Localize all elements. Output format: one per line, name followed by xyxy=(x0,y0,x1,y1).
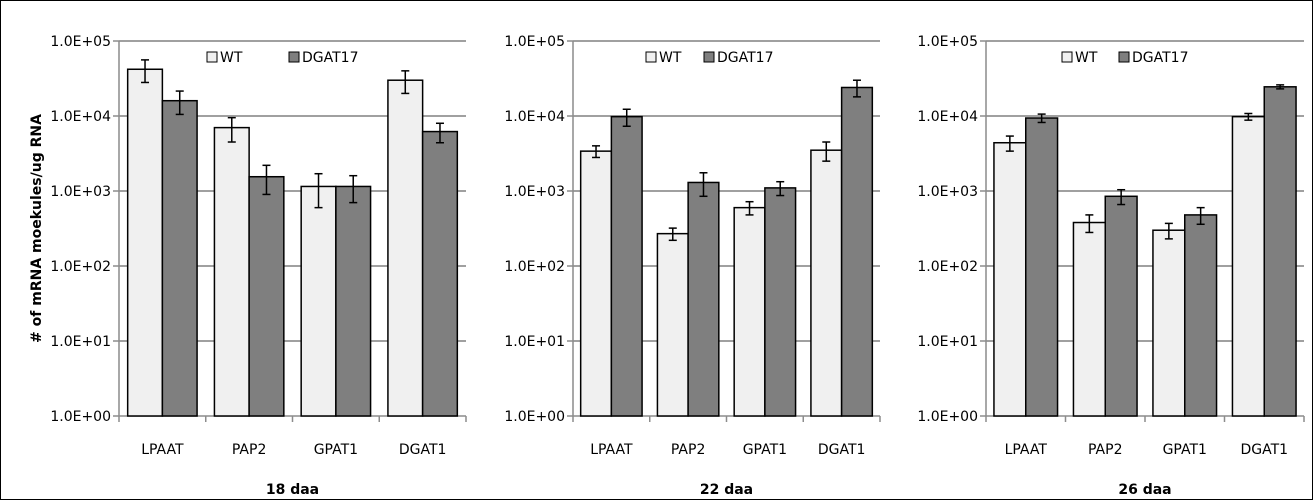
bar-wt-gpat1 xyxy=(300,185,337,417)
x-category-label: LPAAT xyxy=(1005,442,1048,458)
y-tick-label: 1.0E+01 xyxy=(50,334,111,350)
legend-label-wt: WT xyxy=(659,50,682,66)
x-category-label: GPAT1 xyxy=(314,442,358,458)
y-tick-label: 1.0E+01 xyxy=(917,334,978,350)
legend-label-dgat17: DGAT17 xyxy=(1132,50,1189,66)
bar-wt-lpaat xyxy=(126,68,164,417)
bar-dgat17-dgat1 xyxy=(421,130,459,417)
y-tick-label: 1.0E+03 xyxy=(917,184,978,200)
bar-dgat17-lpaat xyxy=(161,99,198,417)
bar-dgat17-pap2 xyxy=(248,175,285,417)
y-tick-label: 1.0E+05 xyxy=(917,34,978,50)
bar-wt-pap2 xyxy=(1072,221,1106,417)
bar-wt-dgat1 xyxy=(810,149,843,417)
bar-dgat17-pap2 xyxy=(687,181,720,417)
legend-label-dgat17: DGAT17 xyxy=(717,50,774,66)
y-tick-label: 1.0E+04 xyxy=(50,109,111,125)
y-tick-label: 1.0E+03 xyxy=(50,184,111,200)
bar-dgat17-lpaat xyxy=(610,115,643,417)
legend-label-wt: WT xyxy=(1075,50,1098,66)
y-tick-label: 1.0E+01 xyxy=(504,334,565,350)
bar-wt-lpaat xyxy=(579,150,613,417)
x-category-label: DGAT1 xyxy=(818,442,866,458)
y-tick-label: 1.0E+05 xyxy=(50,34,111,50)
legend-label-wt: WT xyxy=(220,50,243,66)
bar-wt-dgat1 xyxy=(1231,115,1265,417)
y-tick-label: 1.0E+00 xyxy=(917,409,978,425)
x-category-label: GPAT1 xyxy=(743,442,787,458)
y-tick-label: 1.0E+02 xyxy=(917,259,978,275)
panel-title: 26 daa xyxy=(1118,482,1171,498)
x-category-label: PAP2 xyxy=(232,442,266,458)
x-category-label: DGAT1 xyxy=(1240,442,1288,458)
y-tick-label: 1.0E+00 xyxy=(504,409,565,425)
bar-wt-dgat1 xyxy=(387,79,424,417)
y-tick-label: 1.0E+02 xyxy=(504,259,565,275)
panel-title: 18 daa xyxy=(266,482,319,498)
bar-dgat17-gpat1 xyxy=(335,185,372,417)
bar-wt-gpat1 xyxy=(1152,229,1186,417)
bar-dgat17-lpaat xyxy=(1025,117,1059,417)
bar-dgat17-gpat1 xyxy=(1184,214,1218,417)
legend-swatch-wt xyxy=(645,51,657,63)
x-category-label: PAP2 xyxy=(1088,442,1122,458)
bar-dgat17-dgat1 xyxy=(1263,86,1297,417)
x-category-label: LPAAT xyxy=(590,442,633,458)
bar-wt-lpaat xyxy=(993,141,1027,417)
x-category-label: GPAT1 xyxy=(1163,442,1207,458)
legend-label-dgat17: DGAT17 xyxy=(302,50,359,66)
legend-swatch-dgat17 xyxy=(1118,51,1130,63)
y-tick-label: 1.0E+05 xyxy=(504,34,565,50)
y-tick-label: 1.0E+02 xyxy=(50,259,111,275)
bar-dgat17-pap2 xyxy=(1104,195,1138,417)
bar-dgat17-dgat1 xyxy=(840,86,874,417)
y-tick-label: 1.0E+03 xyxy=(504,184,565,200)
x-category-label: LPAAT xyxy=(141,442,184,458)
legend-swatch-dgat17 xyxy=(288,51,300,63)
bar-wt-gpat1 xyxy=(733,206,766,417)
x-category-label: DGAT1 xyxy=(399,442,447,458)
bar-wt-pap2 xyxy=(656,232,689,417)
panel-title: 22 daa xyxy=(700,482,753,498)
legend-swatch-wt xyxy=(206,51,218,63)
y-tick-label: 1.0E+04 xyxy=(504,109,565,125)
y-axis-label: # of mRNA moekules/ug RNA xyxy=(29,114,45,343)
x-category-label: PAP2 xyxy=(671,442,705,458)
bar-dgat17-gpat1 xyxy=(764,187,797,417)
y-tick-label: 1.0E+04 xyxy=(917,109,978,125)
y-tick-label: 1.0E+00 xyxy=(50,409,111,425)
legend-swatch-dgat17 xyxy=(703,51,715,63)
bar-wt-pap2 xyxy=(213,126,250,417)
legend-swatch-wt xyxy=(1061,51,1073,63)
